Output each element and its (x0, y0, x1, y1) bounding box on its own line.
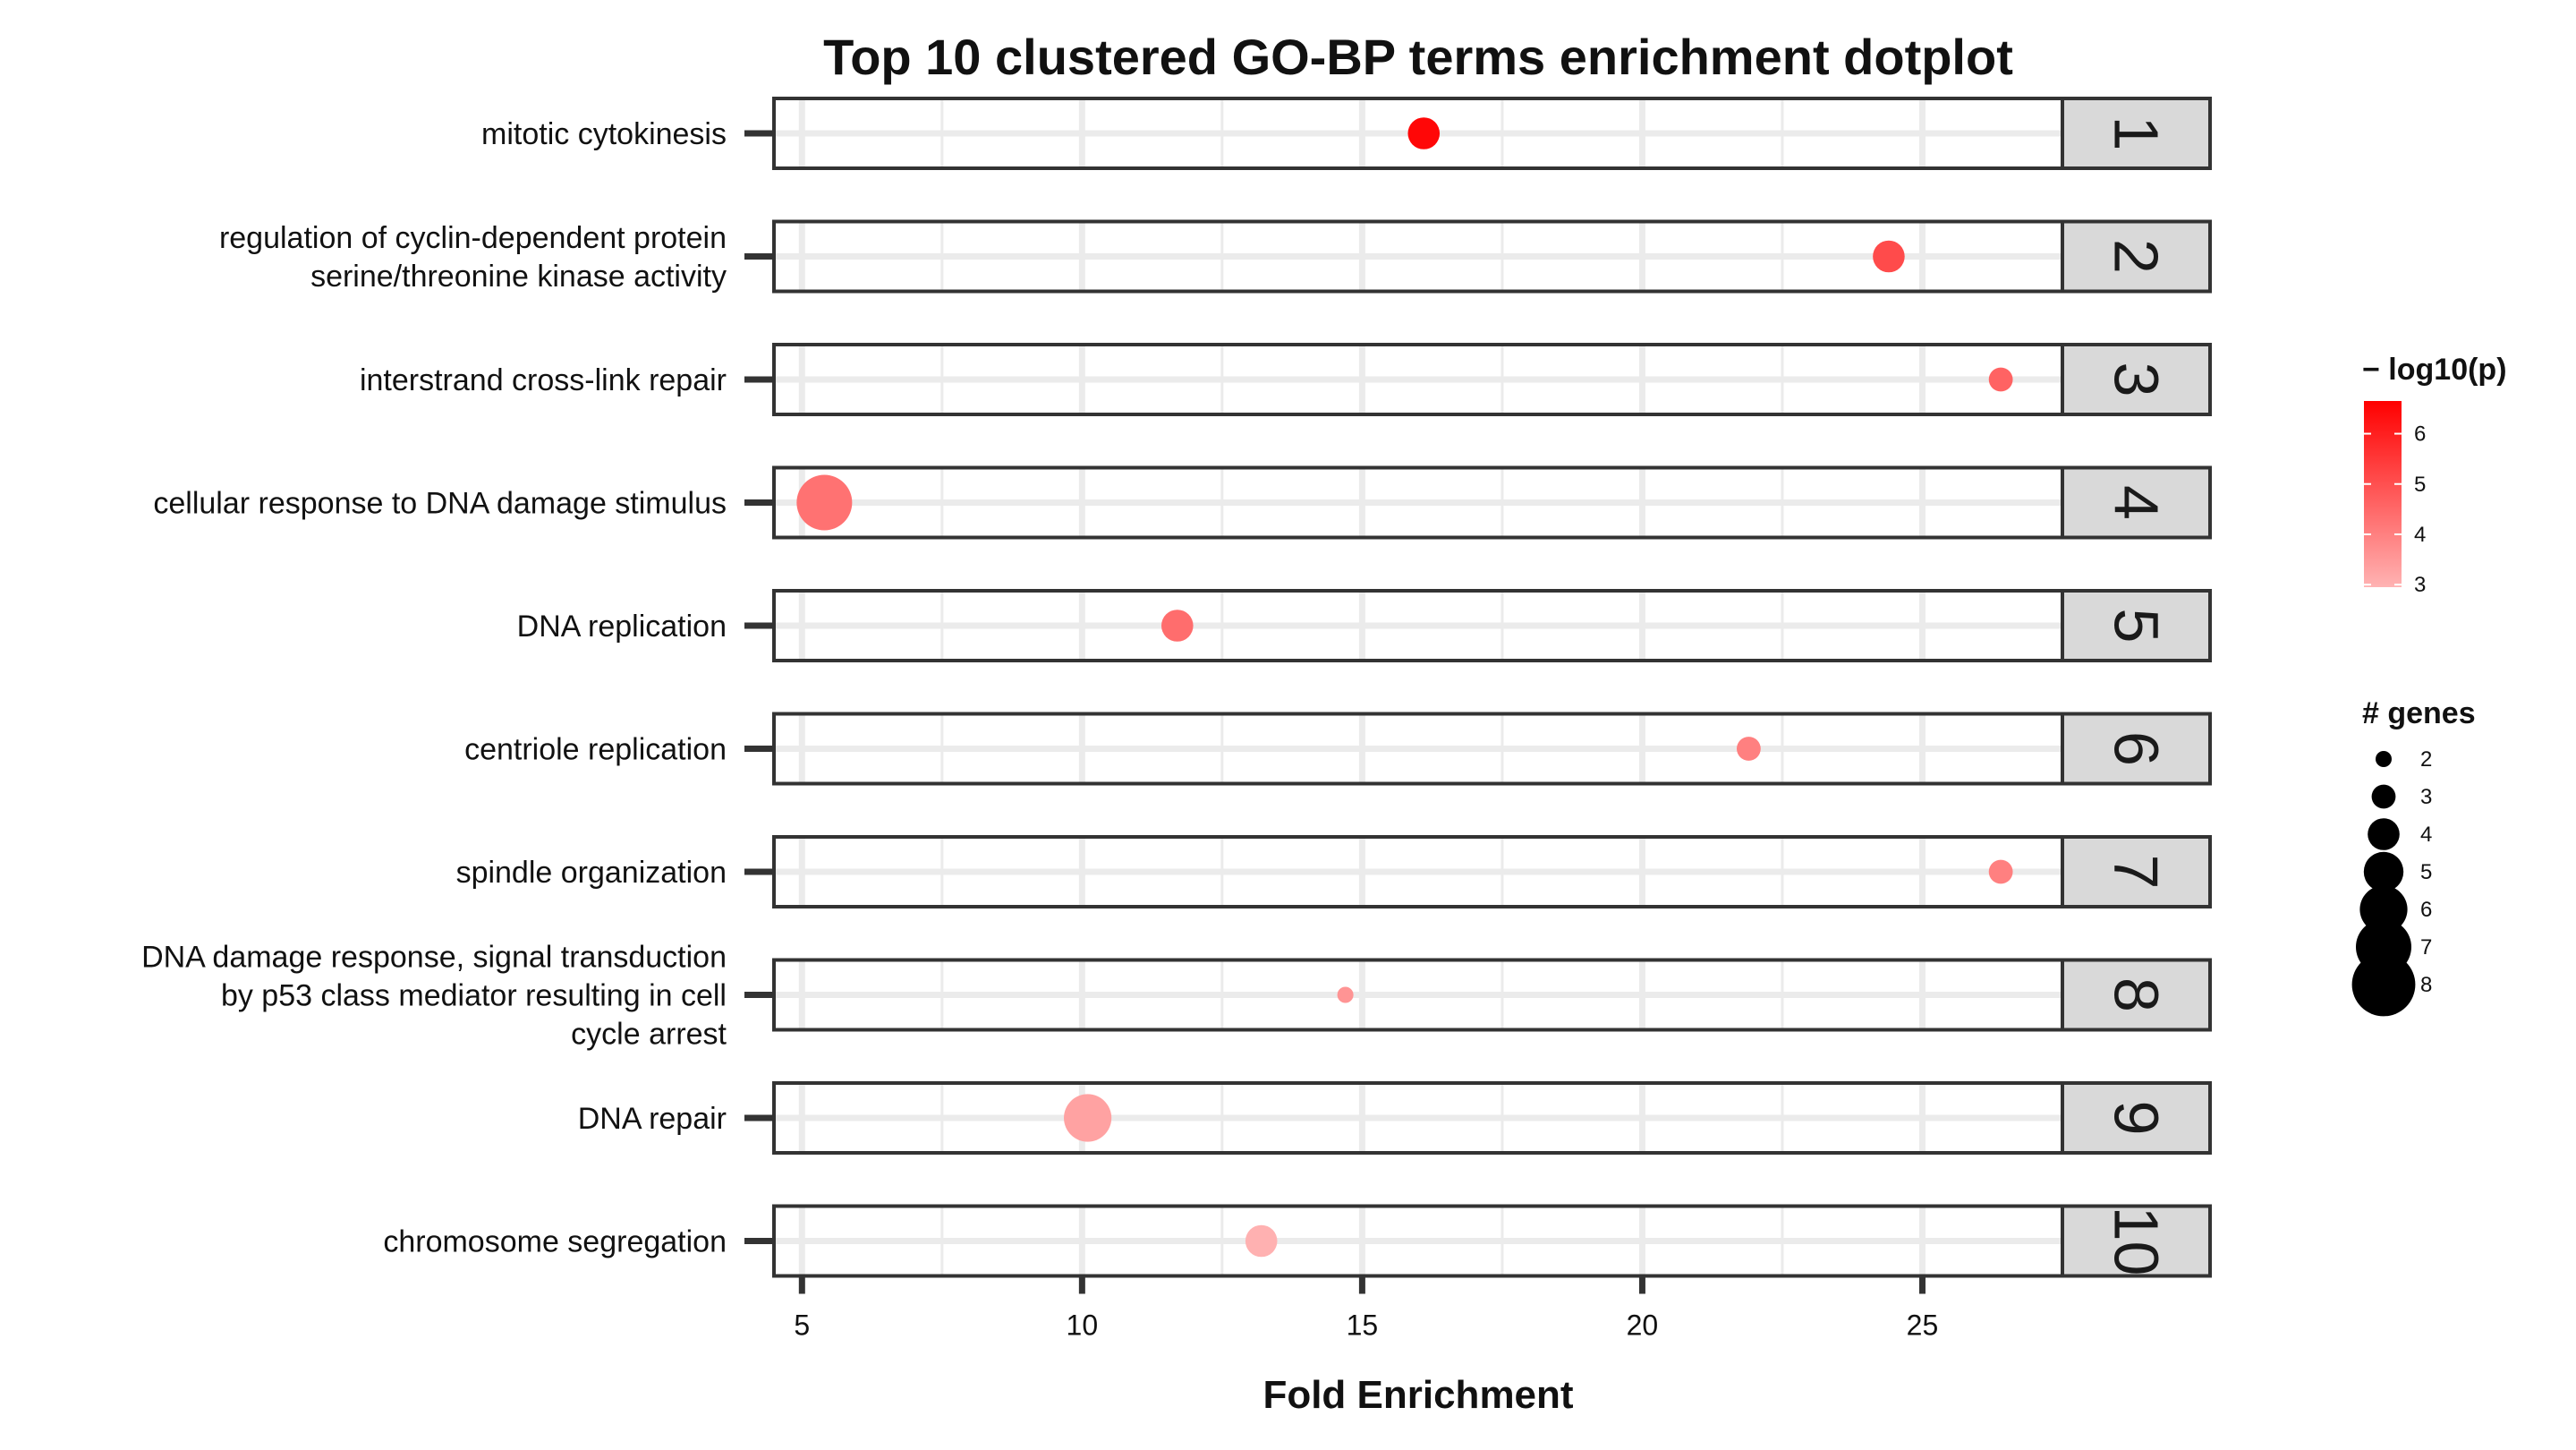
data-point (1337, 986, 1354, 1003)
size-legend-title: # genes (2362, 696, 2476, 730)
data-point (1988, 859, 2013, 884)
facet-strip-label: 6 (2102, 731, 2172, 766)
facet-panel-5: 5 DNA replication (517, 589, 2212, 662)
data-point (1245, 1224, 1278, 1258)
x-tick-label: 15 (1347, 1309, 1379, 1342)
facet-strip (2061, 589, 2212, 662)
facet-panel-4: 4 cellular response to DNA damage stimulu… (153, 465, 2212, 540)
size-legend-key (2359, 885, 2408, 934)
term-label: DNA repair (578, 1102, 727, 1136)
size-legend-key (2351, 952, 2416, 1017)
facet-strip-label: 3 (2102, 362, 2172, 397)
facet-strip-label: 5 (2102, 609, 2172, 644)
facet-strip-label: 2 (2102, 239, 2172, 274)
facet-panel-1: 1 mitotic cytokinesis (481, 97, 2212, 170)
facet-strip (2061, 835, 2212, 908)
color-legend-label: 5 (2414, 473, 2426, 497)
term-label: chromosome segregation (383, 1225, 727, 1259)
size-legend-key (2376, 751, 2392, 767)
facet-strip (2061, 712, 2212, 786)
facet-strip-label: 10 (2102, 1207, 2172, 1276)
size-legend-key (2371, 784, 2396, 809)
color-legend-title: − log10(p) (2362, 353, 2507, 387)
term-label: cellular response to DNA damage stimulus (153, 487, 727, 521)
color-legend-label: 4 (2414, 523, 2426, 547)
data-point (796, 474, 853, 531)
size-legend-label: 5 (2420, 860, 2432, 884)
size-legend-key (2368, 818, 2400, 850)
data-point (1160, 610, 1194, 642)
facet-strip (2061, 1081, 2212, 1155)
term-label: DNA replication (517, 610, 727, 644)
color-bar (2364, 401, 2402, 587)
size-legend-label: 6 (2420, 898, 2432, 922)
color-legend-label: 6 (2414, 422, 2426, 447)
size-legend-key (2363, 851, 2404, 892)
facet-panel-7: 7 spindle organization (456, 835, 2212, 908)
facet-strip (2061, 97, 2212, 170)
facet-strip-label: 9 (2102, 1101, 2172, 1136)
x-tick-label: 25 (1907, 1309, 1939, 1342)
facet-strip (2061, 219, 2212, 294)
x-tick-label: 10 (1067, 1309, 1099, 1342)
facet-strip (2061, 958, 2212, 1032)
facet-strip-label: 8 (2102, 977, 2172, 1012)
x-tick-label: 5 (794, 1309, 810, 1342)
chart-title: Top 10 clustered GO-BP terms enrichment … (823, 29, 2013, 85)
facet-panel-9: 9 DNA repair (578, 1081, 2212, 1155)
size-legend-label: 7 (2420, 935, 2432, 960)
size-legend-label: 4 (2420, 823, 2432, 847)
facet-strip (2061, 343, 2212, 416)
facet-panel-8: 8 DNA damage response, signal transductio… (141, 941, 2212, 1052)
size-legend-label: 8 (2420, 973, 2432, 997)
size-legend: # genes 2 3 4 5 6 7 8 (2351, 696, 2476, 1017)
data-point (1988, 367, 2013, 392)
facet-strip (2061, 465, 2212, 540)
facet-strip-label: 4 (2102, 485, 2172, 520)
term-label: mitotic cytokinesis (481, 117, 727, 151)
data-point (1407, 117, 1441, 149)
color-legend-label: 3 (2414, 573, 2426, 597)
facet-strip (2061, 1204, 2212, 1278)
x-axis-label: Fold Enrichment (1262, 1373, 1573, 1417)
data-point (1873, 240, 1905, 273)
size-legend-label: 2 (2420, 747, 2432, 772)
term-label: DNA damage response, signal transduction… (141, 941, 727, 1052)
term-label: centriole replication (464, 733, 727, 767)
term-label: regulation of cyclin-dependent protein se… (219, 221, 727, 294)
facet-panels: 1 mitotic cytokinesis 2 regulation of cycli… (141, 97, 2212, 1278)
facet-panel-6: 6 centriole replication (464, 712, 2212, 786)
data-point (1064, 1094, 1112, 1142)
data-point (1736, 737, 1761, 761)
size-legend-label: 3 (2420, 785, 2432, 809)
color-legend: − log10(p) 3 4 5 6 (2362, 353, 2507, 597)
x-tick-label: 20 (1627, 1309, 1659, 1342)
term-label: spindle organization (456, 856, 727, 890)
facet-strip-label: 1 (2102, 116, 2172, 151)
facet-panel-10: 10 chromosome segregation (383, 1204, 2212, 1278)
facet-panel-3: 3 interstrand cross-link repair (360, 343, 2212, 416)
term-label: interstrand cross-link repair (360, 363, 727, 397)
x-axis: 5 10 15 20 25 (794, 1277, 1939, 1342)
facet-panel-2: 2 regulation of cyclin-dependent protein s… (219, 219, 2212, 294)
facet-strip-label: 7 (2102, 855, 2172, 890)
